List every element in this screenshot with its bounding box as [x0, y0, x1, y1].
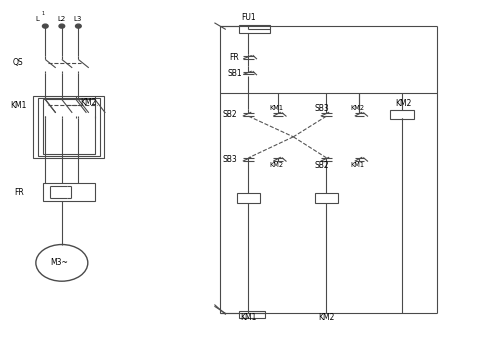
Bar: [239, 25, 270, 34]
Bar: [43, 183, 95, 201]
Text: FR: FR: [229, 53, 239, 62]
Text: KM1: KM1: [350, 162, 364, 168]
Bar: [43, 99, 95, 155]
Text: L3: L3: [74, 17, 82, 22]
Circle shape: [76, 24, 81, 28]
Text: KM2: KM2: [318, 313, 334, 322]
Bar: [237, 193, 260, 203]
Text: SB2: SB2: [222, 110, 237, 119]
Bar: [33, 96, 104, 158]
Text: KM1: KM1: [10, 101, 26, 110]
Text: SB2: SB2: [315, 161, 329, 170]
Bar: [38, 98, 99, 156]
Text: FU1: FU1: [241, 13, 256, 22]
Text: L: L: [36, 17, 40, 22]
Text: KM1: KM1: [240, 313, 256, 322]
Bar: [239, 311, 265, 318]
Text: 1: 1: [42, 11, 44, 16]
Text: FR: FR: [15, 187, 24, 197]
Text: KM1: KM1: [270, 105, 283, 112]
Text: SB1: SB1: [227, 68, 242, 78]
Text: SB3: SB3: [222, 155, 237, 164]
Text: KM2: KM2: [81, 98, 97, 107]
Circle shape: [59, 24, 65, 28]
Text: KM2: KM2: [395, 99, 411, 108]
Circle shape: [43, 24, 48, 28]
Bar: [390, 110, 414, 119]
Text: L2: L2: [57, 17, 65, 22]
Text: M3~: M3~: [50, 258, 68, 267]
Text: QS: QS: [12, 58, 23, 67]
Bar: [315, 193, 338, 203]
Text: SB3: SB3: [315, 104, 329, 113]
Text: KM2: KM2: [270, 162, 283, 168]
Text: KM2: KM2: [350, 105, 364, 112]
